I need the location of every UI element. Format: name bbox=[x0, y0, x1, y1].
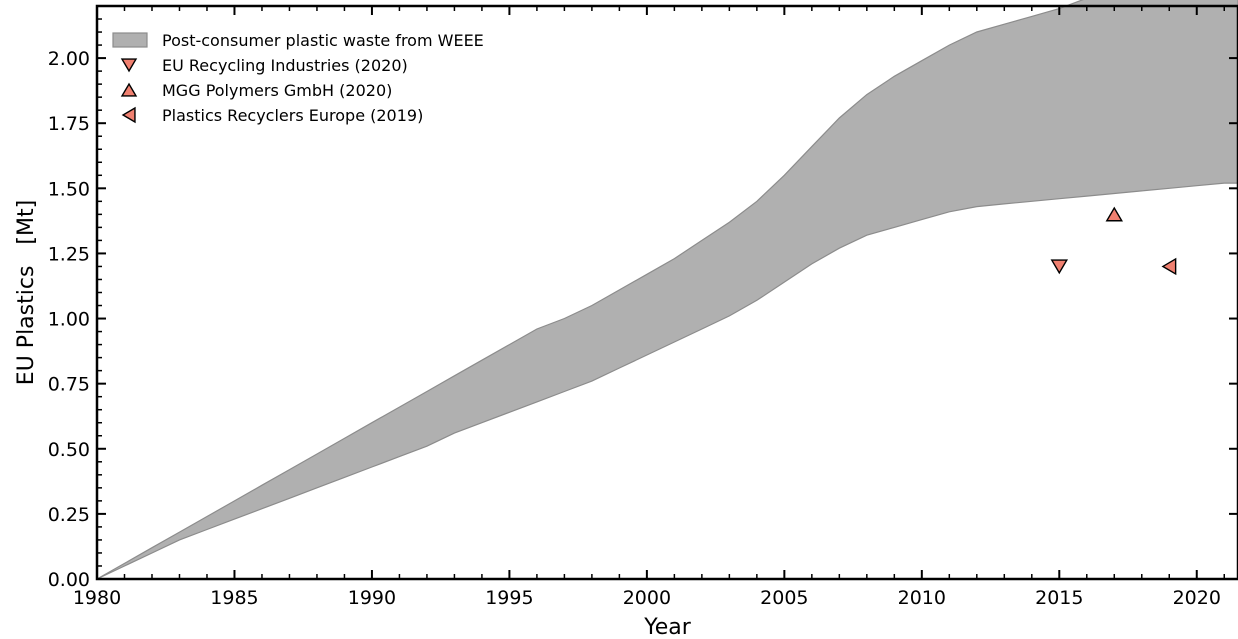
y-axis-title: EU Plastics [Mt] bbox=[14, 200, 39, 385]
y-tick-label: 0.75 bbox=[48, 374, 90, 396]
data-point-2-0 bbox=[1161, 257, 1177, 276]
legend-label-1: MGG Polymers GmbH (2020) bbox=[162, 81, 392, 100]
legend-swatch-band bbox=[112, 32, 148, 48]
legend-marker-2 bbox=[121, 106, 136, 124]
y-tick-label: 1.00 bbox=[48, 309, 90, 331]
legend-label-2: Plastics Recyclers Europe (2019) bbox=[162, 106, 423, 125]
legend: Post-consumer plastic waste from WEEE EU … bbox=[112, 31, 484, 125]
y-tick-label: 1.50 bbox=[48, 178, 90, 200]
legend-label-band: Post-consumer plastic waste from WEEE bbox=[162, 31, 484, 50]
y-tick-label: 2.00 bbox=[48, 48, 90, 70]
data-point-1-0 bbox=[1105, 206, 1124, 222]
x-tick-label: 1995 bbox=[485, 587, 533, 609]
x-tick-label: 1990 bbox=[348, 587, 396, 609]
tick-labels: 1980 1985 1990 1995 2000 2005 2010 2015 2020 0.00… bbox=[48, 48, 1221, 609]
y-tick-label: 1.75 bbox=[48, 113, 90, 135]
legend-marker-0 bbox=[120, 58, 138, 73]
axis-ticks bbox=[96, 5, 1238, 580]
legend-label-0: EU Recycling Industries (2020) bbox=[162, 56, 408, 75]
x-axis-title: Year bbox=[643, 615, 692, 639]
x-tick-label: 1985 bbox=[210, 587, 258, 609]
waste-band-area bbox=[96, 0, 1238, 580]
x-tick-label: 2020 bbox=[1173, 587, 1221, 609]
legend-marker-1 bbox=[120, 82, 138, 97]
data-point-0-0 bbox=[1050, 259, 1069, 275]
x-tick-label: 2000 bbox=[623, 587, 671, 609]
x-tick-label: 2010 bbox=[898, 587, 946, 609]
y-tick-label: 1.25 bbox=[48, 243, 90, 265]
y-tick-label: 0.50 bbox=[48, 439, 90, 461]
x-tick-label: 2015 bbox=[1035, 587, 1083, 609]
y-tick-label: 0.25 bbox=[48, 504, 90, 526]
y-tick-label: 0.00 bbox=[48, 569, 90, 591]
x-tick-label: 2005 bbox=[760, 587, 808, 609]
x-tick-label: 1980 bbox=[73, 587, 121, 609]
